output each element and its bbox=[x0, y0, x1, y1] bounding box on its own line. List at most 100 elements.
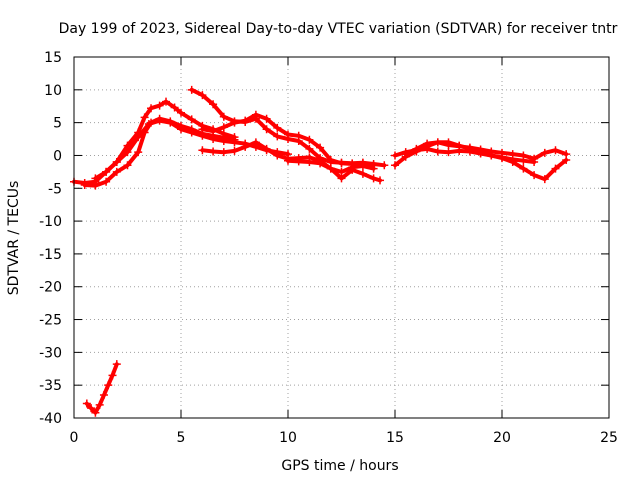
data-point bbox=[337, 167, 346, 176]
data-point bbox=[326, 164, 335, 173]
data-point bbox=[284, 130, 292, 139]
data-point bbox=[230, 138, 239, 147]
data-point bbox=[262, 125, 271, 134]
data-point bbox=[177, 125, 185, 134]
data-point bbox=[162, 97, 171, 106]
y-tick-label: -40 bbox=[39, 411, 62, 427]
grid-lines bbox=[74, 57, 609, 418]
data-point bbox=[219, 123, 228, 132]
y-tick-label: -20 bbox=[39, 280, 62, 296]
series-track-3 bbox=[91, 116, 292, 183]
data-point bbox=[326, 156, 335, 165]
data-point bbox=[369, 174, 378, 183]
series-track-7 bbox=[284, 156, 378, 176]
data-point bbox=[112, 360, 121, 369]
data-point bbox=[134, 148, 143, 157]
data-point bbox=[530, 171, 539, 180]
x-tick-label: 10 bbox=[279, 430, 297, 446]
data-point bbox=[376, 176, 385, 185]
data-point bbox=[305, 158, 314, 167]
data-point bbox=[562, 150, 571, 159]
data-point bbox=[476, 149, 485, 158]
data-point bbox=[87, 404, 96, 413]
data-point bbox=[465, 147, 474, 156]
data-point bbox=[487, 151, 496, 160]
data-point bbox=[82, 399, 91, 408]
data-point bbox=[155, 101, 164, 110]
data-point bbox=[337, 159, 346, 168]
data-point bbox=[170, 103, 179, 112]
data-point bbox=[123, 161, 132, 170]
data-point bbox=[508, 155, 517, 164]
plot-frame bbox=[73, 56, 610, 419]
x-tick-label: 5 bbox=[177, 430, 186, 446]
data-point bbox=[498, 153, 506, 162]
data-point bbox=[262, 144, 271, 153]
data-point bbox=[187, 85, 196, 94]
data-point bbox=[273, 132, 282, 141]
data-point bbox=[123, 148, 132, 157]
data-point bbox=[294, 157, 303, 166]
data-point bbox=[444, 140, 453, 149]
data-point bbox=[102, 177, 111, 186]
y-tick-label: 0 bbox=[53, 148, 62, 164]
x-tick-label: 25 bbox=[600, 430, 618, 446]
data-point bbox=[219, 112, 228, 121]
data-point bbox=[140, 113, 149, 122]
data-point bbox=[412, 146, 421, 155]
x-axis-label: GPS time / hours bbox=[281, 458, 398, 474]
y-tick-label: -5 bbox=[48, 181, 62, 197]
data-point bbox=[102, 167, 111, 176]
data-point bbox=[91, 181, 100, 190]
y-tick-label: -15 bbox=[39, 247, 62, 263]
data-point bbox=[209, 135, 218, 144]
data-point bbox=[530, 158, 539, 167]
x-tick-labels: 0 5 10 15 20 25 bbox=[70, 430, 618, 446]
data-point bbox=[230, 146, 239, 155]
y-axis-label: SDTVAR / TECUs bbox=[6, 181, 22, 296]
data-point bbox=[91, 174, 100, 183]
series-track-8 bbox=[391, 138, 571, 184]
data-point bbox=[273, 151, 282, 160]
data-point bbox=[99, 391, 108, 400]
y-tick-label: -25 bbox=[39, 313, 62, 329]
data-point bbox=[455, 146, 464, 155]
data-point bbox=[198, 91, 207, 100]
y-tick-label: 5 bbox=[53, 116, 62, 132]
data-point bbox=[391, 151, 399, 160]
data-point bbox=[433, 138, 442, 147]
data-series bbox=[70, 85, 571, 417]
series-track-10 bbox=[391, 144, 539, 167]
data-point bbox=[177, 108, 185, 117]
data-point bbox=[433, 147, 442, 156]
data-point bbox=[316, 143, 325, 152]
data-point bbox=[294, 131, 303, 140]
data-point bbox=[112, 167, 121, 176]
data-point bbox=[348, 163, 357, 172]
data-point bbox=[391, 161, 399, 170]
data-point bbox=[147, 104, 156, 113]
y-tick-label: -35 bbox=[39, 378, 62, 394]
data-point bbox=[230, 118, 239, 127]
data-point bbox=[144, 119, 153, 128]
data-point bbox=[380, 161, 389, 170]
series-line bbox=[72, 99, 237, 185]
data-point bbox=[540, 175, 549, 184]
data-point bbox=[251, 138, 260, 147]
data-point bbox=[358, 161, 367, 170]
data-point bbox=[112, 158, 121, 167]
data-point bbox=[519, 164, 528, 173]
series-line bbox=[403, 140, 569, 161]
series-track-5 bbox=[198, 110, 378, 170]
y-tick-label: 10 bbox=[44, 83, 62, 99]
data-point bbox=[209, 100, 218, 109]
data-point bbox=[305, 135, 314, 144]
chart-title: Day 199 of 2023, Sidereal Day-to-day VTE… bbox=[59, 21, 618, 37]
x-tick-label: 0 bbox=[70, 430, 79, 446]
data-point bbox=[284, 156, 292, 165]
data-point bbox=[401, 148, 410, 157]
y-tick-labels: 15 10 5 0 -5 -10 -15 -20 -25 -30 -35 -40 bbox=[39, 50, 62, 427]
data-point bbox=[241, 116, 250, 125]
data-point bbox=[251, 110, 260, 119]
